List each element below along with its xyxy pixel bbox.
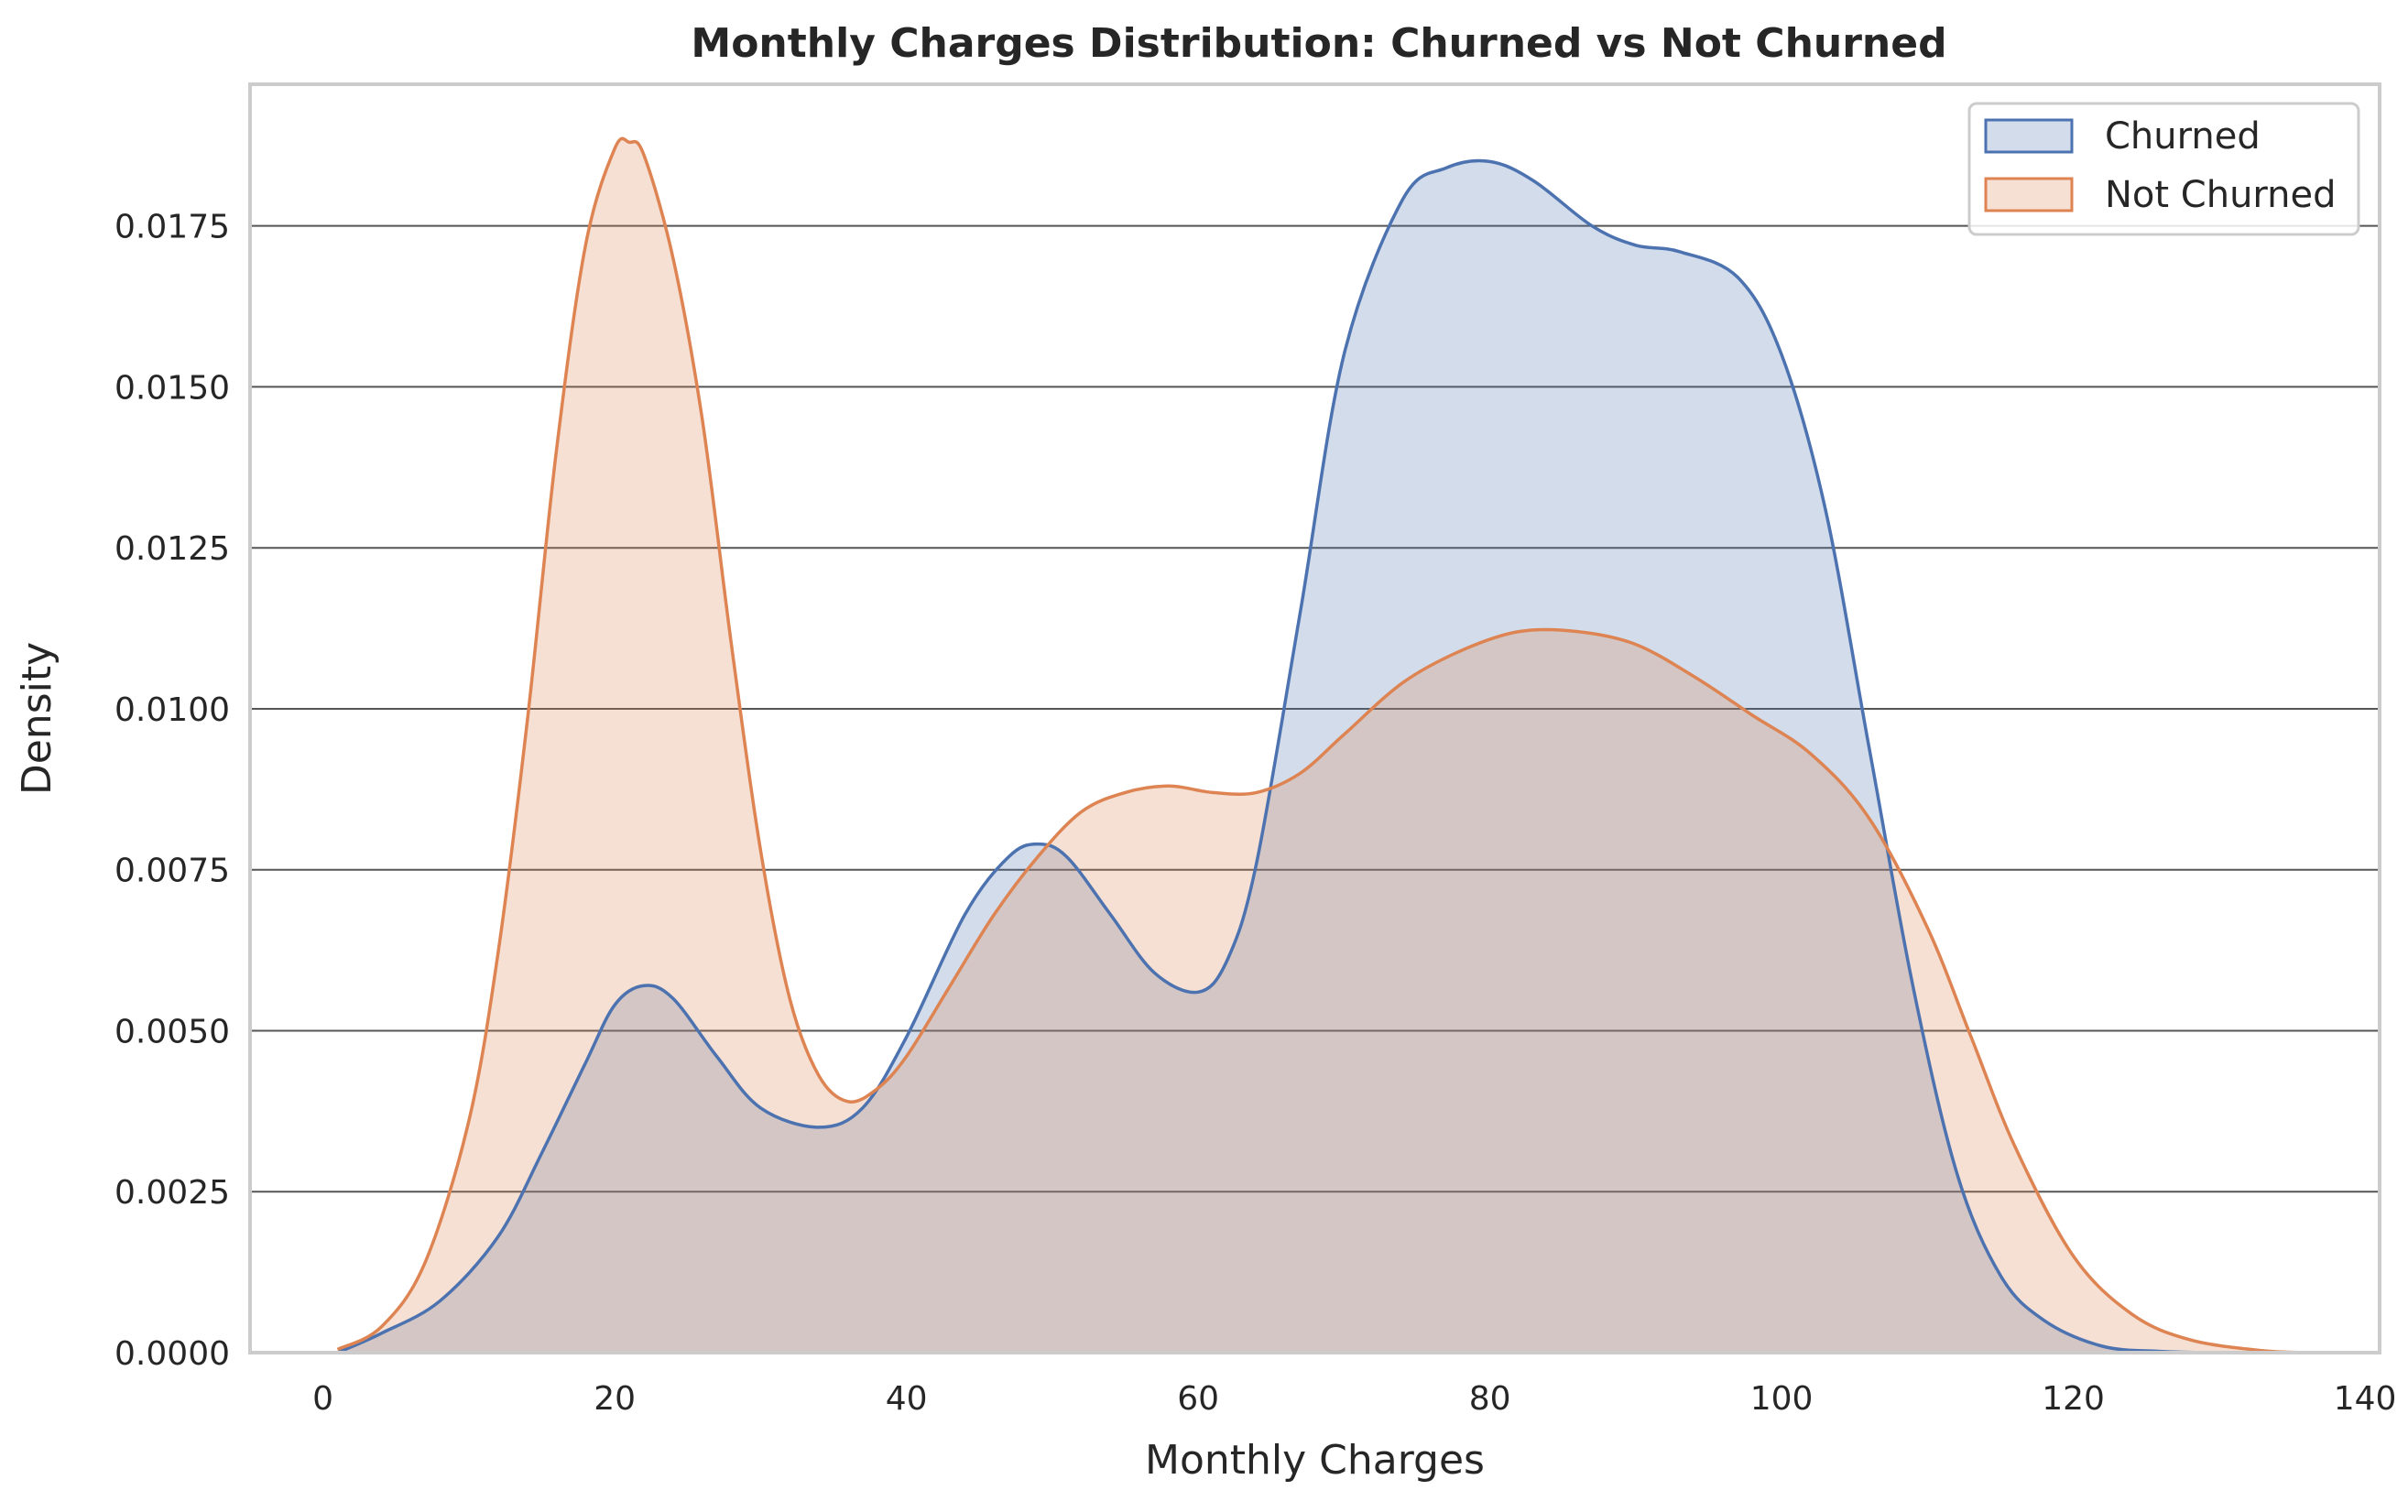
y-tick-label: 0.0100 [114, 691, 230, 729]
y-tick-label: 0.0175 [114, 209, 230, 246]
y-tick-label: 0.0025 [114, 1174, 230, 1212]
legend-swatch [1984, 177, 2074, 212]
x-tick-label: 40 [886, 1380, 928, 1418]
grid [250, 224, 2380, 1193]
x-axis-label: Monthly Charges [1145, 1437, 1485, 1484]
y-tick-label: 0.0000 [114, 1335, 230, 1373]
legend: Churned Not Churned [1967, 102, 2360, 236]
y-tick-label: 0.0150 [114, 369, 230, 407]
series-line [336, 158, 2307, 1354]
legend-label: Not Churned [2105, 174, 2337, 216]
y-axis-ticks: 0.0000 0.0025 0.0050 0.0075 0.0100 0.0125 0.01… [114, 209, 230, 1373]
x-tick-label: 100 [1750, 1380, 1814, 1418]
y-tick-label: 0.0050 [114, 1013, 230, 1050]
x-tick-label: 60 [1177, 1380, 1219, 1418]
y-tick-label: 0.0075 [114, 853, 230, 890]
series-fill [337, 138, 2307, 1353]
series-line [336, 136, 2307, 1354]
x-tick-label: 20 [594, 1380, 636, 1418]
x-tick-label: 120 [2042, 1380, 2105, 1418]
x-tick-label: 0 [312, 1380, 333, 1418]
density-curves [336, 136, 2307, 1354]
y-axis-label: Density [14, 642, 60, 795]
y-tick-label: 0.0125 [114, 530, 230, 568]
legend-box [1967, 102, 2360, 236]
chart-title: Monthly Charges Distribution: Churned vs… [691, 20, 1946, 67]
x-axis-ticks: 0 20 40 60 80 100 120 140 [312, 1380, 2396, 1418]
x-tick-label: 140 [2334, 1380, 2397, 1418]
x-tick-label: 80 [1469, 1380, 1511, 1418]
plot-frame [248, 82, 2381, 1354]
legend-swatch [1984, 118, 2074, 154]
legend-label: Churned [2105, 115, 2261, 158]
